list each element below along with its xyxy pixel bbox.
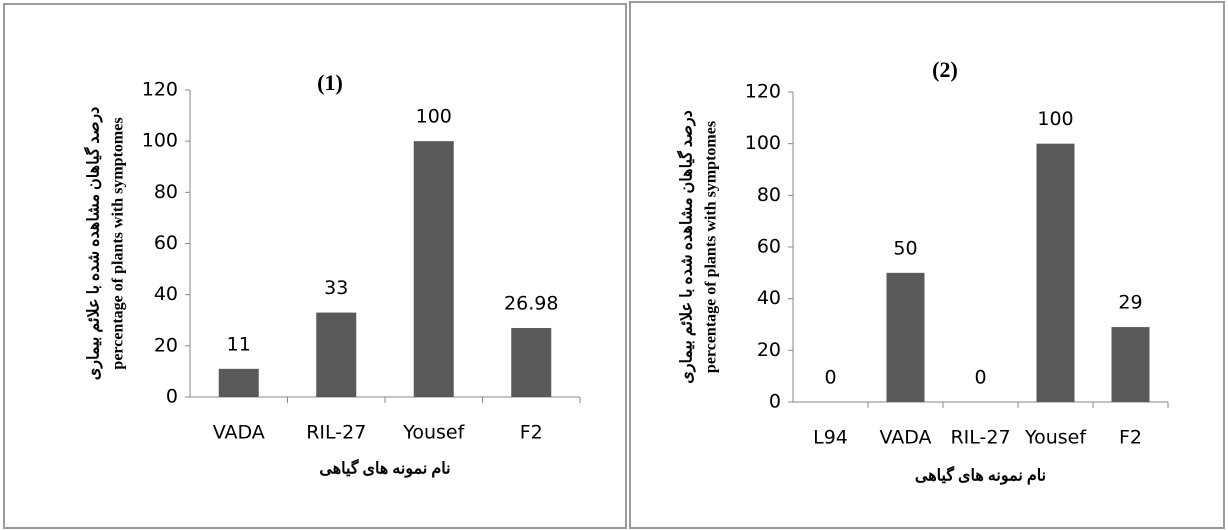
- x-tick-label: Yousef: [402, 422, 465, 444]
- y-tick-label: 20: [154, 334, 178, 356]
- x-tick-label: L94: [813, 427, 848, 449]
- x-tick-label: VADA: [879, 427, 931, 449]
- y-axis-label: percentage of plants with symptomes: [703, 121, 720, 373]
- x-tick-label: RIL-27: [950, 427, 1010, 449]
- y-axis-label: percentage of plants with symptomes: [110, 117, 127, 369]
- chart-title: (2): [932, 57, 958, 82]
- x-tick-label: F2: [520, 422, 543, 444]
- data-label: 26.98: [504, 292, 558, 314]
- x-tick-label: VADA: [213, 422, 265, 444]
- panel-border: [3, 3, 627, 529]
- bar: [413, 141, 454, 397]
- data-label: 100: [1037, 108, 1073, 130]
- x-axis-label: نام نمونه های گیاهی: [319, 459, 450, 479]
- chart-title: (1): [317, 70, 343, 95]
- y-tick-label: 60: [154, 232, 178, 254]
- data-label: 100: [416, 106, 452, 128]
- x-tick-label: RIL-27: [306, 422, 366, 444]
- y-tick-label: 120: [745, 81, 781, 103]
- bar: [886, 272, 925, 402]
- data-label: 11: [227, 333, 251, 355]
- data-label: 29: [1118, 292, 1142, 314]
- panel-border: [629, 1, 1225, 529]
- bar: [1111, 327, 1150, 402]
- y-tick-label: 100: [142, 130, 178, 152]
- y-tick-label: 0: [166, 386, 178, 408]
- bar: [511, 327, 552, 397]
- y-tick-label: 80: [757, 184, 781, 206]
- bar: [316, 312, 357, 397]
- data-label: 50: [893, 237, 917, 259]
- y-tick-label: 20: [757, 339, 781, 361]
- x-tick-label: Yousef: [1024, 427, 1087, 449]
- bar: [218, 368, 259, 397]
- data-label: 0: [974, 367, 986, 389]
- data-label: 33: [324, 277, 348, 299]
- y-axis-label: درصد گیاهان مشاهده شده با علائم بیماری: [677, 110, 697, 384]
- x-axis-label: نام نمونه های گیاهی: [915, 466, 1046, 486]
- y-tick-label: 40: [757, 287, 781, 309]
- y-tick-label: 100: [745, 132, 781, 154]
- data-label: 0: [824, 367, 836, 389]
- bar: [1036, 143, 1075, 402]
- y-axis-label: درصد گیاهان مشاهده شده با علائم بیماری: [84, 107, 104, 381]
- y-tick-label: 0: [769, 391, 781, 413]
- y-tick-label: 40: [154, 283, 178, 305]
- y-tick-label: 60: [757, 236, 781, 258]
- x-tick-label: F2: [1119, 427, 1142, 449]
- y-tick-label: 80: [154, 181, 178, 203]
- y-tick-label: 120: [142, 79, 178, 101]
